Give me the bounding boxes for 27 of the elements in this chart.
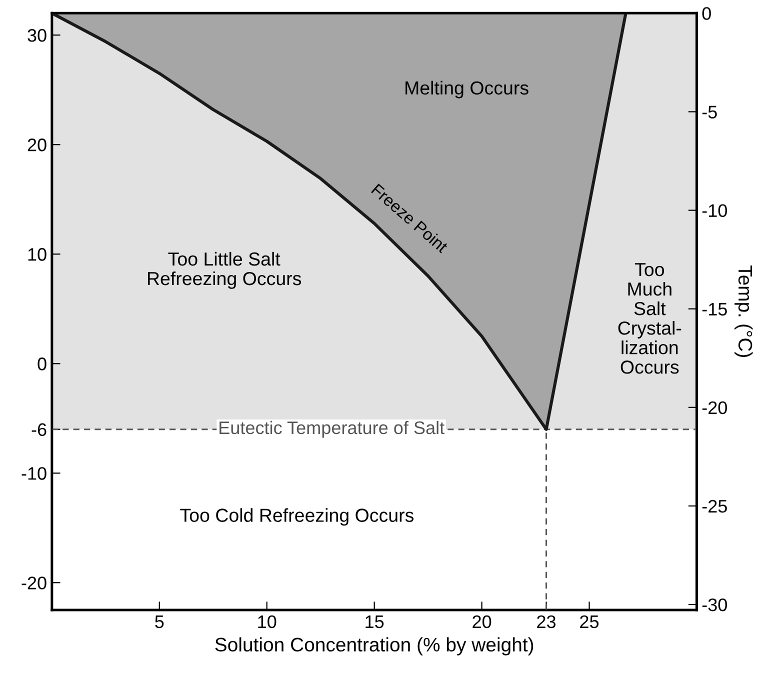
y-tick-label: 20: [28, 138, 46, 152]
y-tick-label: -20: [22, 576, 46, 590]
y-tick-label: 0: [38, 358, 46, 370]
annotation: Melting Occurs: [406, 80, 528, 98]
ref-line-label: Eutectic Temperature of Salt: [220, 420, 444, 438]
x-axis-title: Solution Concentration (% by weight): [215, 637, 534, 656]
y2-tick-label: -5: [702, 106, 717, 118]
x-tick-label: 23: [537, 615, 556, 628]
x-tick-label: 10: [258, 615, 276, 628]
y-tick-label: 30: [28, 29, 46, 42]
y2-axis-title: Temp. (°C): [734, 265, 753, 357]
x-tick-label: 25: [580, 615, 599, 628]
y2-tick-label: -25: [702, 500, 727, 513]
y2-tick-label: -20: [702, 401, 727, 414]
annotation: Too Much Salt Crystal- lization Occurs: [618, 263, 682, 374]
y-tick-label: 10: [28, 248, 46, 261]
annotation: Too Cold Refreezing Occurs: [180, 508, 414, 526]
x-tick-label: 5: [155, 616, 164, 628]
annotation: Too Little Salt Refreezing Occurs: [148, 252, 302, 289]
y2-tick-label: 0: [702, 7, 711, 20]
y2-tick-label: -15: [702, 302, 727, 316]
y-tick-label: -10: [22, 467, 46, 480]
y2-tick-label: -10: [702, 204, 727, 218]
x-tick-label: 15: [366, 616, 384, 628]
y2-tick-label: -30: [702, 598, 727, 612]
y-tick-label: -6: [32, 423, 46, 436]
x-tick-label: 20: [472, 615, 492, 628]
